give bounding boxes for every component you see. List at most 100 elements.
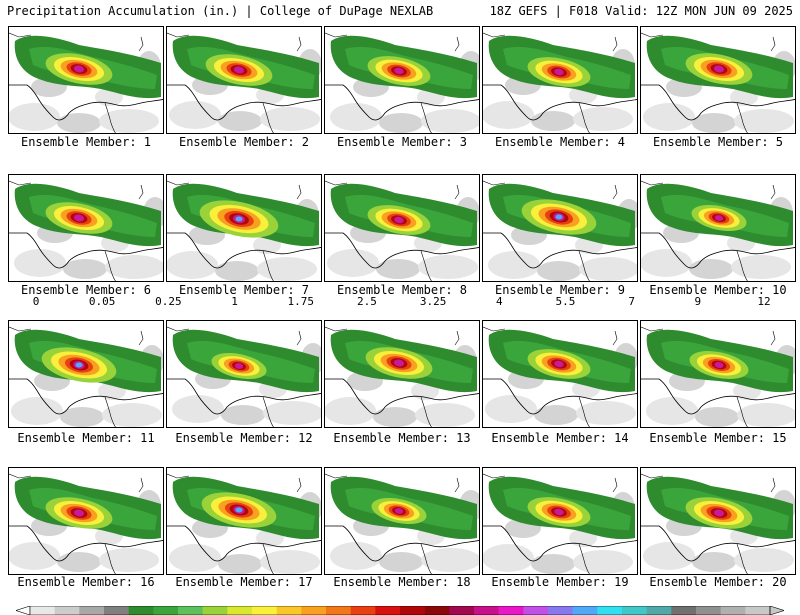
state-border (736, 250, 748, 281)
precip-core-ring (713, 65, 725, 73)
ensemble-member-label: Ensemble Member: 3 (336, 135, 468, 149)
coastline-outline (167, 84, 321, 121)
ensemble-member-map (482, 174, 638, 282)
coastline-outline (325, 84, 479, 121)
header-valid-time: 18Z GEFS | F018 Valid: 12Z MON JUN 09 20… (489, 4, 793, 18)
precip-core-max (75, 362, 83, 368)
colorbar-tick-label: 9 (694, 295, 702, 308)
border-fragment (325, 473, 460, 493)
coastline-outline (641, 525, 795, 562)
precip-core-ring (554, 508, 564, 516)
colorbar-swatch (252, 606, 277, 615)
border-fragment (9, 180, 144, 200)
colorbar-swatch (153, 606, 179, 615)
border-fragment (641, 473, 776, 493)
colorbar-tick-label: 7 (628, 295, 635, 308)
ensemble-member-map (324, 26, 480, 134)
state-border (578, 250, 590, 281)
precip-map-svg (483, 473, 637, 574)
colorbar-scale (16, 606, 784, 615)
colorbar-swatch (523, 606, 549, 615)
colorbar-swatch (671, 606, 697, 615)
state-border (578, 102, 590, 133)
ensemble-member-label: Ensemble Member: 5 (652, 135, 784, 149)
coastline-outline (483, 378, 637, 415)
state-border (736, 396, 748, 427)
colorbar-swatch (474, 606, 499, 615)
colorbar-swatch (622, 606, 647, 615)
colorbar-max-arrow (769, 606, 784, 615)
border-fragment (641, 32, 776, 52)
trace-precip-field (330, 51, 479, 133)
ensemble-member-map (8, 174, 164, 282)
ensemble-member-map (166, 320, 322, 428)
precip-map-svg (325, 32, 479, 133)
border-fragment (325, 32, 460, 52)
border-fragment (483, 32, 618, 52)
precip-map-svg (483, 180, 637, 281)
state-border (104, 396, 116, 427)
precip-map-svg (325, 473, 479, 574)
ensemble-member-label: Ensemble Member: 7 (178, 283, 310, 297)
precip-core-max (235, 216, 243, 222)
coastline-outline (483, 232, 637, 269)
precip-core-ring (554, 360, 564, 368)
coastline-outline (641, 378, 795, 415)
ensemble-member-label: Ensemble Member: 17 (175, 575, 313, 589)
precip-map-svg (325, 326, 479, 427)
precip-map-svg (167, 473, 321, 574)
coastline-outline (167, 232, 321, 269)
state-border (420, 250, 432, 281)
ensemble-member-map (640, 320, 796, 428)
colorbar-min-arrow (16, 606, 31, 615)
colorbar-swatch (745, 606, 771, 615)
colorbar-swatch (572, 606, 598, 615)
coastline-outline (641, 84, 795, 121)
colorbar-tick-label: 0 (32, 295, 40, 308)
border-fragment (167, 326, 302, 346)
coastline-outline (325, 232, 479, 269)
precip-core-ring (73, 509, 85, 517)
precip-map-svg (167, 326, 321, 427)
ensemble-member-map (324, 174, 480, 282)
colorbar-swatch (375, 606, 401, 615)
coastline-outline (325, 378, 479, 415)
border-fragment (641, 326, 776, 346)
ensemble-member-map (640, 467, 796, 575)
ensemble-member-label: Ensemble Member: 1 (20, 135, 152, 149)
colorbar-tick-label: 1 (231, 295, 238, 308)
colorbar-tick-label: 0.05 (88, 295, 116, 308)
precip-core-ring (234, 363, 244, 369)
precip-core-ring (393, 359, 405, 367)
colorbar-swatch (301, 606, 327, 615)
ensemble-member-map (166, 174, 322, 282)
precip-core-ring (394, 67, 404, 75)
colorbar: 0 0.05 0.25 1 1.75 2.5 3.25 4 5.5 7 9 12 (0, 295, 800, 615)
precip-map-svg (641, 32, 795, 133)
ensemble-member-label: Ensemble Member: 18 (333, 575, 471, 589)
coastline-outline (167, 378, 321, 415)
state-border (736, 543, 748, 574)
ensemble-member-label: Ensemble Member: 4 (494, 135, 626, 149)
precip-map-svg (641, 473, 795, 574)
colorbar-tick-label: 0.25 (155, 295, 182, 308)
precip-map-svg (167, 180, 321, 281)
precip-map-svg (325, 180, 479, 281)
colorbar-swatch (79, 606, 105, 615)
precip-map-svg (483, 326, 637, 427)
colorbar-swatch (548, 606, 573, 615)
colorbar-swatch (178, 606, 203, 615)
ensemble-member-label: Ensemble Member: 13 (333, 431, 471, 445)
colorbar-swatch (54, 606, 80, 615)
ensemble-member-map (640, 26, 796, 134)
colorbar-swatch (498, 606, 524, 615)
colorbar-swatch (128, 606, 154, 615)
precip-core-max (555, 214, 563, 220)
colorbar-swatch (646, 606, 672, 615)
state-border (104, 102, 116, 133)
ensemble-member-map (482, 467, 638, 575)
ensemble-member-map (8, 320, 164, 428)
precip-map-svg (9, 326, 163, 427)
border-fragment (9, 326, 144, 346)
state-border (262, 396, 274, 427)
